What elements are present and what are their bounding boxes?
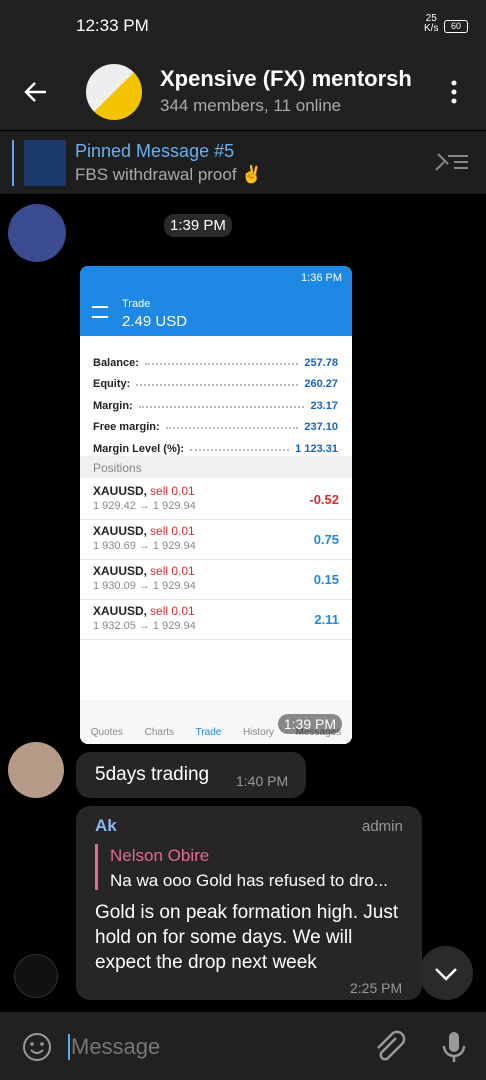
position-prices: 1 929.42 → 1 929.94: [93, 500, 196, 512]
account-row: Equity: 260.27: [93, 369, 338, 390]
pin-list-icon[interactable]: [434, 150, 470, 174]
position-profit: 0.75: [313, 532, 339, 547]
position-profit: 0.15: [313, 572, 339, 587]
message-time: 1:40 PM: [236, 773, 289, 789]
account-label: Balance:: [93, 356, 139, 369]
chat-subtitle: 344 members, 11 online: [160, 96, 342, 115]
speed: 25: [425, 13, 437, 24]
group-avatar: [86, 64, 142, 120]
account-value: 1 123.31: [295, 442, 338, 455]
photo-time: 1:39 PM: [277, 714, 342, 734]
position-side: sell 0.01: [150, 564, 195, 578]
leader: [190, 448, 290, 451]
pinned-bar[interactable]: [0, 131, 486, 194]
time-pill: 1:39 PM: [164, 214, 232, 237]
app-tab: Messages: [295, 726, 342, 738]
back-button[interactable]: [22, 78, 50, 106]
account-value: 23.17: [310, 399, 338, 412]
message-input[interactable]: Message: [68, 1034, 160, 1060]
account-value: 260.27: [304, 378, 338, 390]
account-label: Free margin:: [93, 421, 160, 433]
pinned-title: Pinned Message #5: [75, 141, 235, 161]
leader: [144, 362, 299, 365]
sender-role: admin: [362, 818, 403, 835]
input-bar: [0, 1012, 486, 1080]
battery: 60: [444, 20, 468, 33]
pinned-thumb: [24, 140, 66, 186]
position-prices: 1 932.05 → 1 929.94: [93, 620, 196, 632]
sender-avatar: [8, 742, 64, 798]
account-row: Free margin: 237.10: [93, 412, 338, 433]
top-bar: [0, 0, 486, 130]
message-bubble: [76, 752, 306, 798]
position-title: XAUUSD, sell 0.01: [93, 564, 339, 578]
reply-indicator: [95, 844, 98, 890]
leader: [136, 384, 299, 386]
account-row: Balance: 257.78: [93, 347, 338, 369]
position-prices: 1 930.69 → 1 929.94: [93, 540, 196, 552]
chat-title: Xpensive (FX) mentorsh: [160, 66, 412, 91]
position-symbol: XAUUSD,: [93, 564, 148, 578]
position-symbol: XAUUSD,: [93, 524, 148, 538]
position-symbol: XAUUSD,: [93, 484, 148, 498]
position-side: sell 0.01: [150, 604, 195, 618]
position-row: XAUUSD, sell 0.01 1 930.09 → 1 929.94 0.15: [80, 560, 352, 600]
position-profit: -0.52: [309, 492, 339, 507]
account-row: Margin Level (%): 1 123.31: [93, 433, 338, 455]
app-tab: Trade: [195, 726, 222, 738]
position-side: sell 0.01: [150, 524, 195, 538]
account-label: Equity:: [93, 378, 131, 390]
app-tab: Quotes: [90, 726, 124, 738]
app-status-time: 1:36 PM: [301, 272, 342, 284]
photo[interactable]: 1:36 PM Trade 2.49 USD Balance: 257.78 Equ…: [80, 266, 352, 744]
status-time: 12:33 PM: [76, 16, 149, 35]
message-text: 5days trading: [95, 764, 210, 785]
app-balance: 2.49 USD: [122, 313, 188, 330]
pinned-indicator: [12, 140, 14, 186]
net-speed: 25 K/s: [424, 14, 438, 34]
attach-button[interactable]: [372, 1030, 406, 1064]
emoji-button[interactable]: [22, 1032, 52, 1062]
position-row: XAUUSD, sell 0.01 1 932.05 → 1 929.94 2.11: [80, 600, 352, 640]
position-row: XAUUSD, sell 0.01 1 929.42 → 1 929.94 -0.52: [80, 480, 352, 520]
mic-button[interactable]: [440, 1030, 468, 1064]
account-value: 257.78: [304, 356, 338, 369]
account-summary: Balance: 257.78 Equity: 260.27 Margin: 23.17 F…: [93, 347, 338, 455]
position-profit: 2.11: [314, 612, 339, 627]
speed-unit: K/s: [424, 23, 439, 34]
app-header: 1:36 PM Trade 2.49 USD: [80, 266, 352, 336]
scroll-down-button[interactable]: [418, 945, 474, 1001]
pinned-text: FBS withdrawal proof ✌️: [75, 165, 263, 184]
message-bubble: [76, 806, 422, 1000]
leader: [138, 405, 305, 408]
app-section: Trade: [122, 298, 151, 310]
position-title: XAUUSD, sell 0.01: [93, 604, 339, 618]
app-menu: [92, 306, 108, 318]
message-time: 2:25 PM: [350, 980, 403, 996]
sender-name: Ak: [95, 816, 117, 835]
position-title: XAUUSD, sell 0.01: [93, 484, 339, 498]
position-prices: 1 930.09 → 1 929.94: [93, 580, 196, 592]
reply-name: Nelson Obire: [110, 846, 210, 865]
app-tabs: Quotes Charts Trade History Messages: [80, 700, 352, 744]
account-row: Margin: 23.17: [93, 390, 338, 412]
app-tab: History: [242, 726, 275, 738]
app-tab: Charts: [144, 726, 175, 738]
position-title: XAUUSD, sell 0.01: [93, 524, 339, 538]
leader: [165, 427, 299, 429]
position-symbol: XAUUSD,: [93, 604, 148, 618]
account-value: 237.10: [304, 421, 338, 433]
message-text: Gold is on peak formation high. Just hol…: [95, 902, 399, 973]
position-row: XAUUSD, sell 0.01 1 930.69 → 1 929.94 0.75: [80, 520, 352, 560]
reply-text: Na wa ooo Gold has refused to dro...: [110, 871, 388, 890]
sender-avatar: [14, 954, 58, 998]
account-label: Margin:: [93, 399, 133, 412]
position-side: sell 0.01: [150, 484, 195, 498]
positions-header: Positions: [80, 456, 352, 478]
menu-button[interactable]: [444, 78, 464, 106]
account-label: Margin Level (%):: [93, 442, 185, 455]
sender-avatar: [8, 204, 66, 262]
positions-list: XAUUSD, sell 0.01 1 929.42 → 1 929.94 -0.52…: [80, 480, 352, 640]
